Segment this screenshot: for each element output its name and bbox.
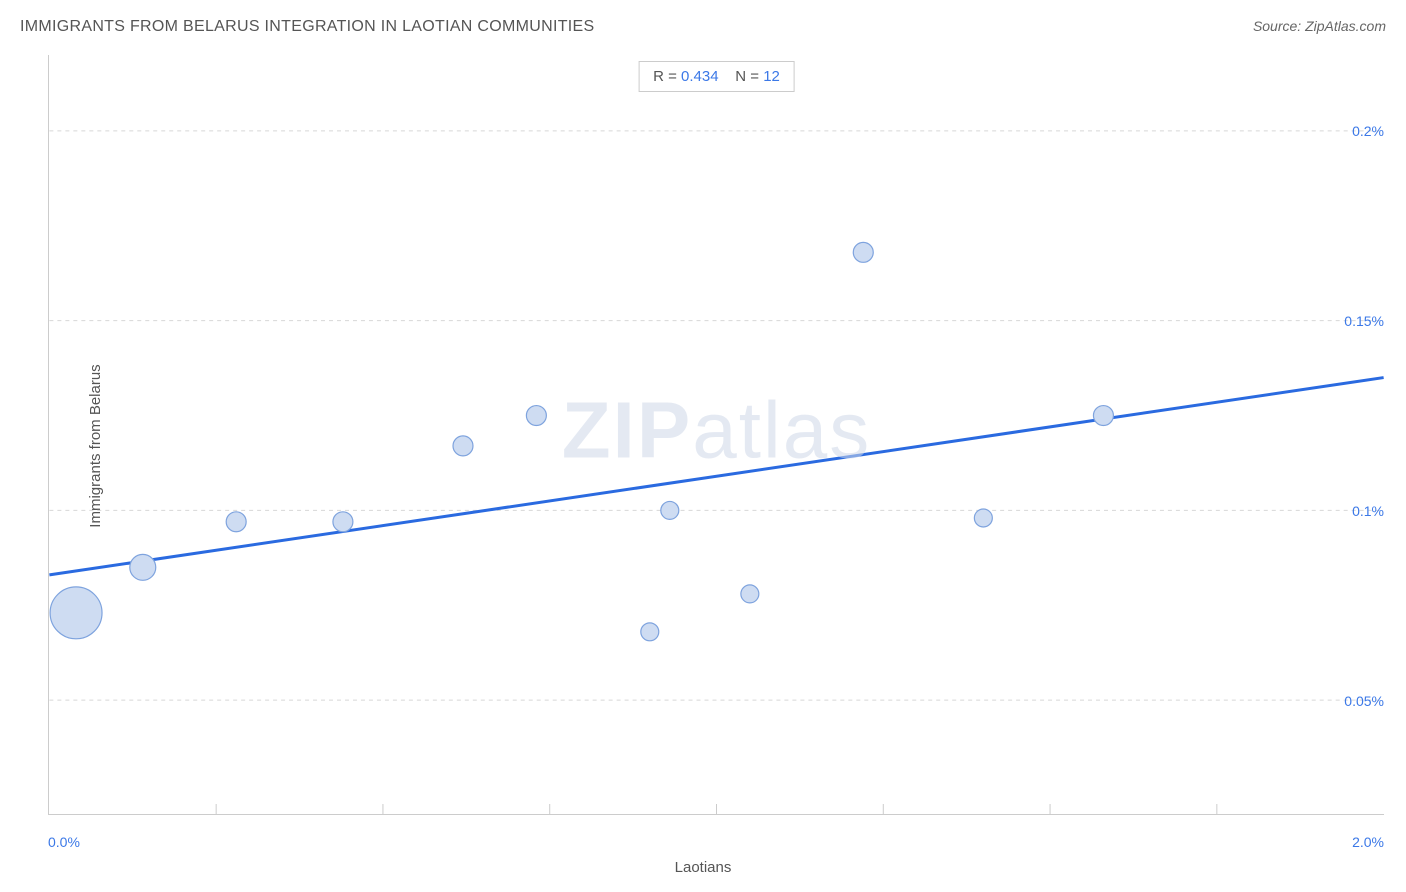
x-axis-max-label: 2.0%	[1352, 834, 1384, 850]
source-link[interactable]: ZipAtlas.com	[1305, 18, 1386, 34]
data-point	[226, 512, 246, 532]
data-point	[50, 587, 102, 639]
n-label: N =	[735, 68, 763, 85]
data-point	[974, 509, 992, 527]
data-point	[526, 406, 546, 426]
data-point	[333, 512, 353, 532]
chart-title: IMMIGRANTS FROM BELARUS INTEGRATION IN L…	[20, 18, 1386, 36]
y-tick-label: 0.1%	[1352, 503, 1384, 519]
data-point	[661, 501, 679, 519]
data-point	[1093, 406, 1113, 426]
scatter-chart	[49, 55, 1384, 814]
r-label: R =	[653, 68, 681, 85]
stats-box: R = 0.434 N = 12	[638, 61, 795, 92]
r-value: 0.434	[681, 68, 719, 85]
x-axis-label: Laotians	[675, 859, 732, 876]
y-tick-label: 0.2%	[1352, 123, 1384, 139]
source-attribution: Source: ZipAtlas.com	[1253, 18, 1386, 34]
trend-line	[49, 378, 1383, 575]
x-axis-min-label: 0.0%	[48, 834, 80, 850]
data-point	[853, 242, 873, 262]
plot-area: R = 0.434 N = 12 ZIPatlas	[48, 55, 1384, 815]
data-point	[741, 585, 759, 603]
source-label: Source:	[1253, 18, 1305, 34]
data-point	[130, 554, 156, 580]
data-point	[453, 436, 473, 456]
n-value: 12	[763, 68, 780, 85]
y-tick-label: 0.05%	[1344, 693, 1384, 709]
data-point	[641, 623, 659, 641]
y-tick-label: 0.15%	[1344, 313, 1384, 329]
